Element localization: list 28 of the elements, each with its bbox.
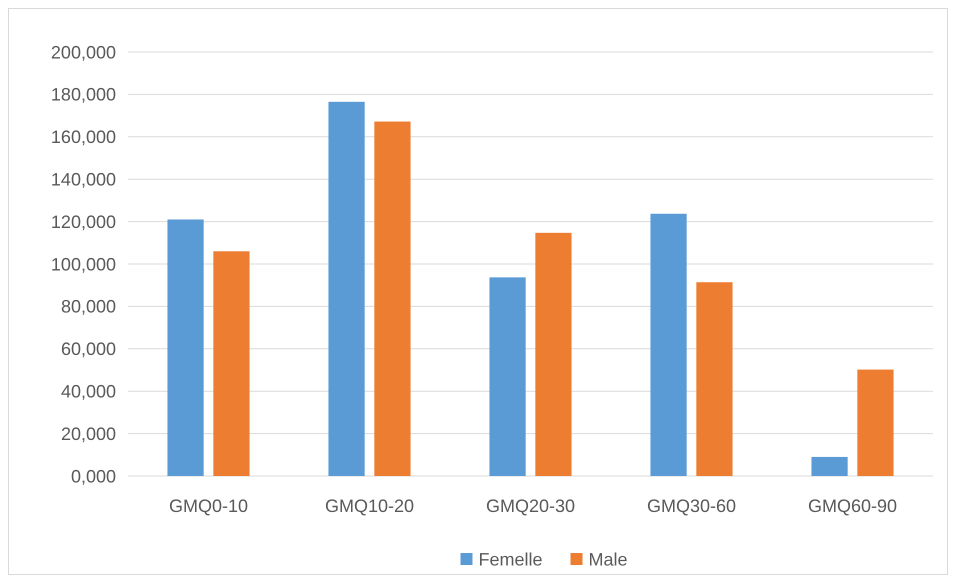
x-tick-label: GMQ10-20 [324, 496, 414, 516]
y-tick-label: 180,000 [50, 84, 116, 105]
bar [328, 102, 365, 476]
legend-label: Male [588, 549, 628, 570]
y-tick-label: 140,000 [50, 170, 116, 190]
bar [167, 219, 204, 476]
x-tick-label: GMQ20-30 [486, 496, 576, 516]
bar [535, 232, 572, 476]
bar [374, 122, 411, 476]
y-tick-label: 200,000 [50, 42, 116, 62]
bar [696, 282, 733, 476]
y-tick-label: 80,000 [60, 296, 116, 317]
legend-label: Femelle [478, 549, 543, 570]
bar [213, 251, 250, 476]
bar [857, 370, 894, 476]
x-tick-label: GMQ30-60 [646, 496, 736, 516]
bar [811, 456, 848, 476]
y-tick-label: 100,000 [50, 254, 116, 274]
y-tick-label: 60,000 [60, 339, 116, 360]
x-tick-label: GMQ60-90 [808, 496, 898, 516]
x-tick-label: GMQ0-10 [168, 496, 248, 516]
y-tick-label: 0,000 [70, 466, 116, 486]
y-tick-label: 120,000 [50, 212, 116, 232]
bar [650, 214, 687, 476]
y-tick-label: 40,000 [60, 382, 116, 402]
bar [489, 277, 526, 476]
y-tick-label: 20,000 [60, 424, 116, 444]
y-tick-label: 160,000 [50, 127, 116, 148]
